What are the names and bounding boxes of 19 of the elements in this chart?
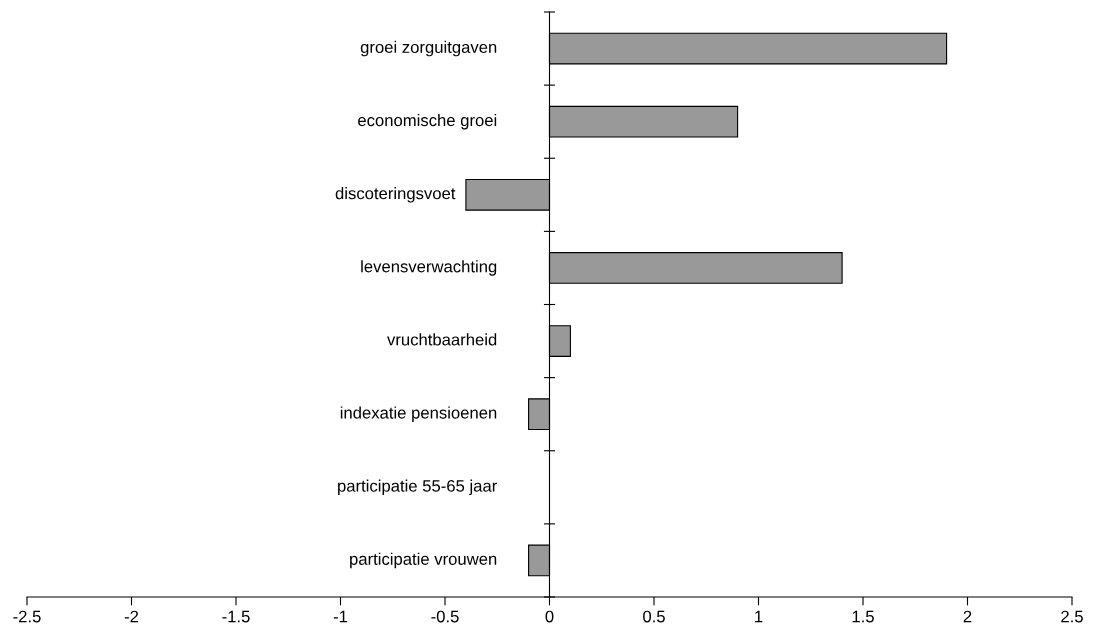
- x-tick-label: 2.5: [1061, 610, 1083, 623]
- x-tick-label: -1: [333, 610, 348, 623]
- x-tick-label: 1: [755, 610, 763, 623]
- x-tick-label: 1.5: [852, 610, 874, 623]
- x-tick-label: -2.5: [13, 610, 41, 623]
- y-tick-label: participatie 55-65 jaar: [338, 479, 497, 496]
- y-tick-label: discoteringsvoet: [335, 187, 456, 203]
- y-tick-label: levensverwachting: [361, 260, 497, 276]
- y-tick-label: participatie vrouwen: [350, 552, 497, 569]
- y-tick-label: vruchtbaarheid: [387, 333, 497, 346]
- x-tick-label: -1.5: [222, 610, 250, 623]
- x-tick-label: -0.5: [431, 610, 459, 623]
- x-tick-label: 2: [963, 610, 972, 623]
- y-tick-label: indexatie pensioenen: [340, 406, 497, 422]
- x-tick-label: -2: [124, 610, 139, 623]
- y-tick-label: groei zorguitgaven: [360, 40, 497, 57]
- x-tick-label: 0: [545, 610, 554, 623]
- y-tick-label: economische groei: [358, 113, 497, 130]
- x-tick-label: 0.5: [643, 610, 665, 623]
